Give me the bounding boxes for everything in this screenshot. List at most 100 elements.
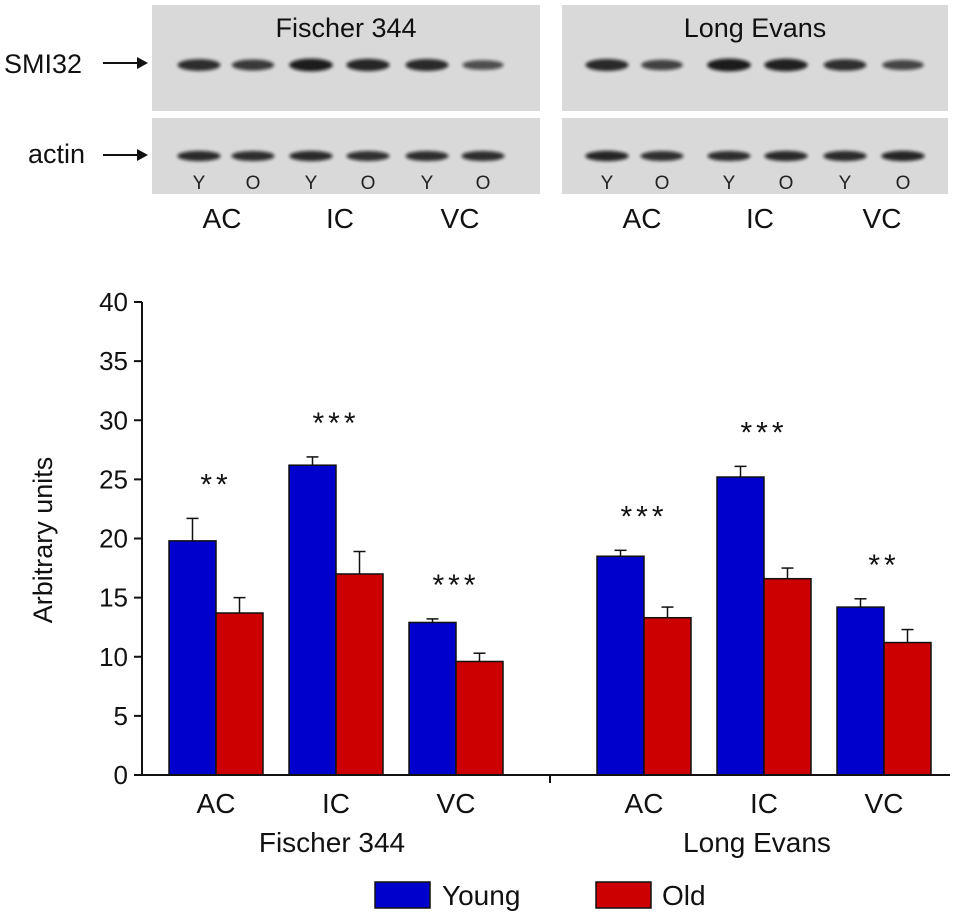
smi32-band xyxy=(177,59,221,71)
legend-label-old: Old xyxy=(662,880,706,911)
lane-label: O xyxy=(361,173,376,194)
x-group-label: Long Evans xyxy=(683,827,831,858)
legend-swatch-young xyxy=(374,881,431,909)
significance-label: ** xyxy=(868,549,899,582)
bar-young xyxy=(596,555,645,776)
blot-region-label: IC xyxy=(746,203,774,234)
blot-smi32-membrane-longevans xyxy=(562,5,948,111)
actin-band xyxy=(177,150,221,162)
x-group-label: Fischer 344 xyxy=(259,827,405,858)
smi32-band xyxy=(289,58,333,72)
bar-old xyxy=(643,616,692,776)
legend-swatch-old xyxy=(595,881,652,909)
lane-label: O xyxy=(246,173,261,194)
actin-band xyxy=(640,151,684,161)
smi32-band xyxy=(462,60,504,70)
x-category-label: AC xyxy=(625,788,664,819)
blot-panel-longevans: Long Evans Y O Y O Y O xyxy=(562,5,948,194)
smi32-band xyxy=(346,58,390,72)
arrow-icon xyxy=(103,149,148,161)
x-category-label: VC xyxy=(865,788,904,819)
blot-bands-fischer xyxy=(177,58,505,162)
blot-region-label: AC xyxy=(623,203,662,234)
lane-label: O xyxy=(655,173,670,194)
significance-label: *** xyxy=(312,407,359,440)
smi32-band xyxy=(823,59,867,71)
arrow-icon xyxy=(103,57,148,69)
actin-band xyxy=(461,150,505,162)
actin-band xyxy=(881,150,925,162)
row-label-actin: actin xyxy=(28,139,85,169)
bar-old xyxy=(215,612,264,776)
blot-region-labels: AC IC VC AC IC VC xyxy=(203,203,902,234)
blot-panel-fischer: Fischer 344 Y O Y O Y O xyxy=(152,5,540,194)
y-tick-label: 40 xyxy=(99,287,128,317)
lane-label: O xyxy=(476,173,491,194)
smi32-band xyxy=(231,59,275,71)
actin-band xyxy=(346,151,390,161)
x-axis: AC IC VC Fischer 344 AC IC VC Long Evans xyxy=(142,774,950,858)
blot-section: Fischer 344 Y O Y O Y O Long Evans Y O Y O Y O SMI… xyxy=(4,5,948,234)
y-tick-label: 10 xyxy=(99,642,128,672)
smi32-band xyxy=(405,59,449,71)
y-tick-label: 20 xyxy=(99,524,128,554)
blot-smi32-membrane-fischer xyxy=(152,5,540,111)
lane-label: Y xyxy=(305,173,318,194)
actin-band xyxy=(289,150,333,162)
row-label-smi32: SMI32 xyxy=(4,49,82,79)
legend-label-young: Young xyxy=(442,880,520,911)
smi32-band xyxy=(764,58,808,72)
blot-region-label: IC xyxy=(326,203,354,234)
y-tick-label: 15 xyxy=(99,583,128,613)
lane-label: Y xyxy=(723,173,736,194)
x-category-label: VC xyxy=(437,788,476,819)
y-axis-label: Arbitrary units xyxy=(28,457,58,624)
smi32-band xyxy=(707,58,751,72)
actin-band xyxy=(707,150,751,162)
significance-label: *** xyxy=(740,416,787,449)
y-tick-label: 0 xyxy=(114,760,128,790)
bar-old xyxy=(455,660,504,776)
significance-label: *** xyxy=(620,500,667,533)
lane-label: Y xyxy=(421,173,434,194)
y-tick-label: 25 xyxy=(99,464,128,494)
actin-band xyxy=(823,150,867,162)
lane-label: O xyxy=(779,173,794,194)
blot-region-label: AC xyxy=(203,203,242,234)
actin-band xyxy=(585,150,629,162)
bar-young xyxy=(168,540,217,776)
lane-label: Y xyxy=(193,173,206,194)
bar-young xyxy=(716,476,765,776)
smi32-band xyxy=(585,59,629,71)
y-axis: 0 5 10 15 20 25 30 35 40 xyxy=(99,287,143,790)
bar-old xyxy=(763,577,812,776)
bar-old xyxy=(883,641,932,776)
y-tick-label: 5 xyxy=(114,701,128,731)
lane-label: O xyxy=(896,173,911,194)
actin-band xyxy=(764,150,808,162)
actin-band xyxy=(405,150,449,162)
lane-label: Y xyxy=(839,173,852,194)
legend: Young Old xyxy=(374,880,706,911)
x-category-label: IC xyxy=(322,788,350,819)
blot-strain-title: Long Evans xyxy=(684,13,827,43)
bar-old xyxy=(335,573,384,776)
x-category-label: AC xyxy=(197,788,236,819)
bars: **************** xyxy=(168,407,932,776)
blot-bands-longevans xyxy=(585,58,925,162)
bar-young xyxy=(288,464,337,776)
x-category-label: IC xyxy=(750,788,778,819)
y-tick-label: 35 xyxy=(99,346,128,376)
blot-region-label: VC xyxy=(441,203,480,234)
y-tick-label: 30 xyxy=(99,405,128,435)
actin-band xyxy=(231,150,275,162)
bar-young xyxy=(836,606,885,776)
blot-region-label: VC xyxy=(863,203,902,234)
blot-strain-title: Fischer 344 xyxy=(275,13,416,43)
significance-label: ** xyxy=(200,468,231,501)
bar-young xyxy=(408,621,457,776)
